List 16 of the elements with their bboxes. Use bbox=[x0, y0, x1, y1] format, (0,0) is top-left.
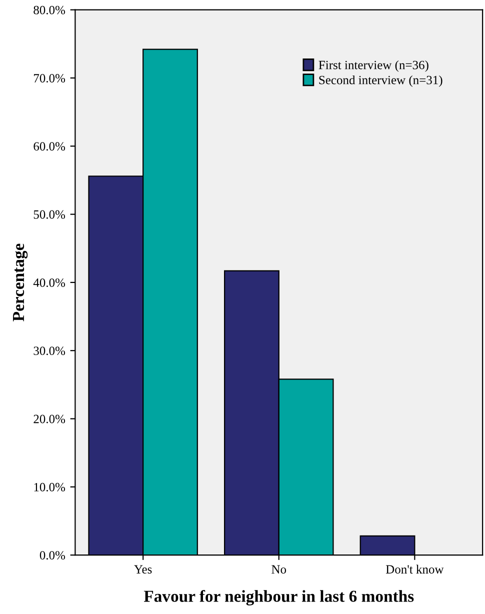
y-tick-label: 40.0% bbox=[33, 278, 66, 287]
legend-label: First interview (n=36) bbox=[318, 60, 428, 72]
y-tick-label: 60.0% bbox=[34, 142, 66, 151]
legend-label: Second interview (n=31) bbox=[319, 75, 442, 87]
y-tick-label: 70.0% bbox=[34, 74, 66, 82]
y-tick-label: 20.0% bbox=[34, 414, 66, 424]
x-axis-title: Favour for neighbour in last 6 months bbox=[144, 590, 414, 606]
x-tick-label: No bbox=[272, 565, 286, 574]
y-tick-label: 50.0% bbox=[34, 210, 66, 219]
y-tick-label: 30.0% bbox=[34, 346, 66, 356]
y-axis-title: Percentage bbox=[13, 244, 28, 322]
x-tick-label: Don't know bbox=[386, 564, 444, 574]
y-tick-label: 80.0% bbox=[34, 6, 66, 14]
y-tick-label: 10.0% bbox=[34, 482, 66, 492]
y-tick-label: 0.0% bbox=[40, 551, 66, 560]
x-tick-label: Yes bbox=[134, 565, 152, 574]
